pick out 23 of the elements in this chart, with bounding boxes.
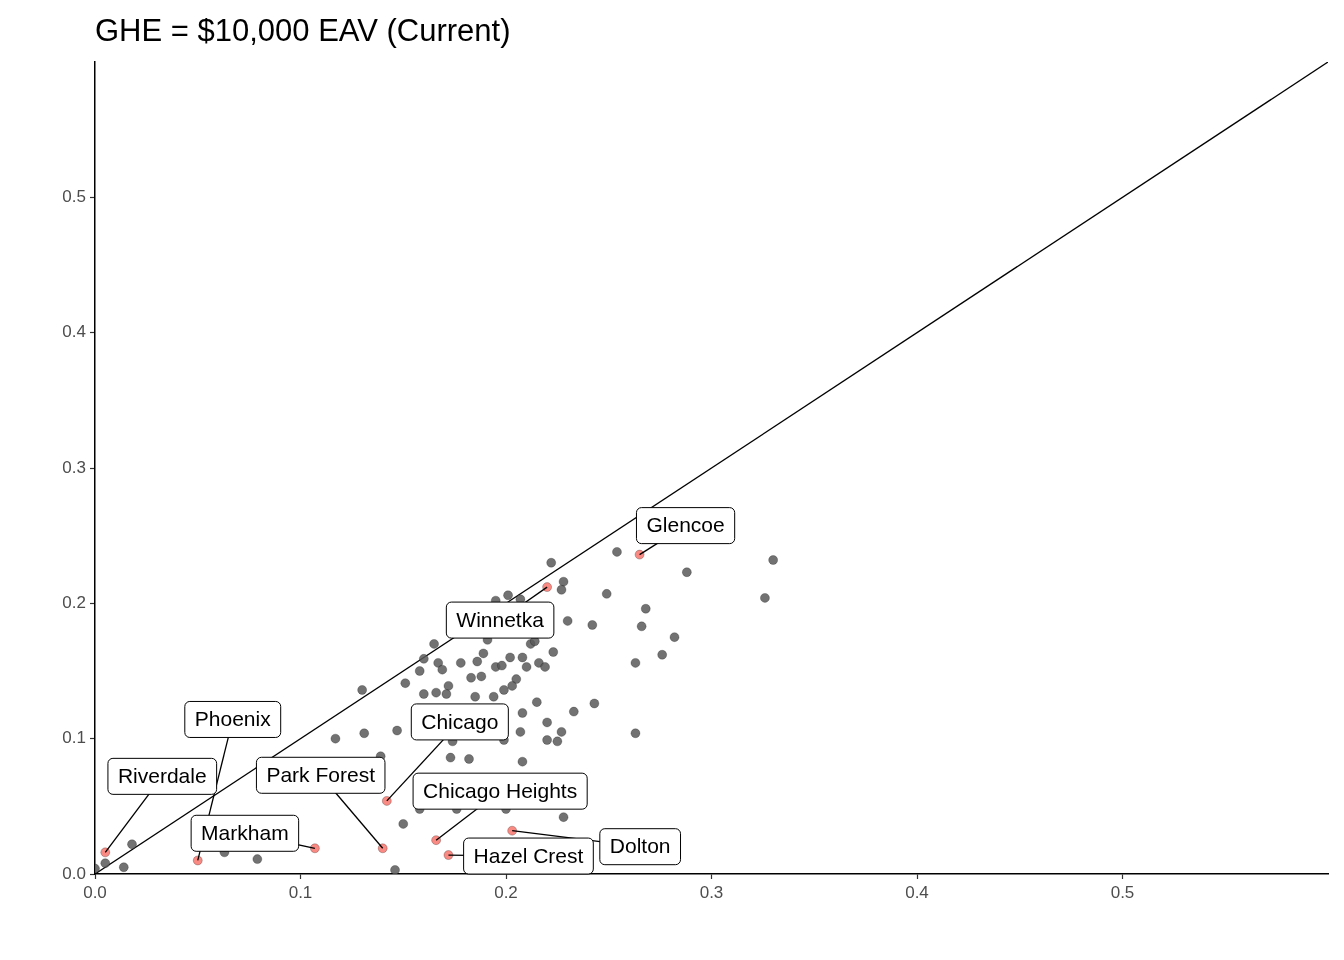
annotation: Park Forest [266, 763, 376, 787]
x-tick-label: 0.0 [83, 882, 107, 902]
y-tick-label: 0.0 [62, 863, 86, 883]
x-tick-label: 0.5 [1110, 882, 1135, 902]
annotation: Riverdale [117, 764, 207, 788]
x-tick-label: 0.4 [905, 882, 929, 902]
y-tick-label: 0.2 [62, 593, 86, 613]
y-tick-label: 0.5 [62, 187, 86, 207]
x-tick-label: 0.1 [288, 882, 313, 902]
annotation: Dolton [609, 834, 671, 858]
x-tick-label: 0.2 [494, 882, 518, 902]
annotation: Phoenix [194, 707, 272, 731]
annotation: Glencoe [646, 513, 725, 537]
x-tick-label: 0.3 [699, 882, 724, 902]
chart-title: GHE = $10,000 EAV (Current) [95, 13, 511, 48]
annotation: Chicago Heights [423, 778, 578, 802]
annotation: Chicago [421, 709, 499, 733]
y-tick-label: 0.4 [62, 322, 86, 342]
annotation: Winnetka [456, 607, 545, 631]
y-tick-label: 0.1 [62, 728, 86, 748]
y-tick-label: 0.3 [62, 457, 86, 477]
annotation: Hazel Crest [473, 843, 584, 867]
annotation: Markham [201, 821, 289, 845]
